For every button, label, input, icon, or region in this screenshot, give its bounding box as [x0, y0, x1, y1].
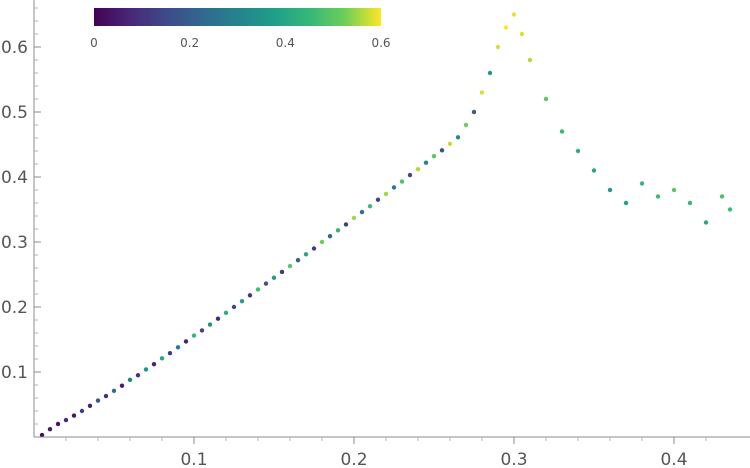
scatter-point	[239, 298, 245, 304]
scatter-point	[327, 233, 333, 239]
colorbar-tick-label: 0.6	[371, 36, 390, 50]
scatter-point	[671, 187, 677, 193]
scatter-point	[503, 25, 509, 30]
y-tick-label: 0.6	[1, 38, 28, 58]
scatter-point	[143, 367, 149, 372]
scatter-point	[87, 403, 93, 408]
x-tick-label: 0.1	[180, 450, 207, 468]
scatter-point	[719, 194, 725, 199]
scatter-point	[71, 413, 77, 418]
y-axis-ticks: 0.1 0.2 0.3 0.4 0.5 0.6	[1, 7, 41, 425]
colorbar-tick-label: 0.2	[180, 36, 199, 50]
scatter-point	[207, 322, 213, 327]
scatter-point	[623, 200, 629, 206]
x-tick-label: 0.3	[500, 450, 527, 468]
scatter-point	[79, 408, 85, 414]
scatter-point	[383, 191, 389, 197]
scatter-point	[407, 172, 413, 178]
scatter-point	[183, 339, 189, 344]
scatter-point	[415, 167, 421, 172]
scatter-point	[151, 362, 157, 367]
scatter-point	[519, 31, 525, 37]
scatter-point	[255, 287, 261, 292]
colorbar-ticks: 0 0.2 0.4 0.6	[90, 36, 390, 50]
scatter-point	[447, 141, 453, 147]
scatter-point	[639, 181, 645, 186]
scatter-point	[63, 417, 69, 423]
scatter-point	[575, 148, 581, 154]
scatter-point	[55, 421, 61, 427]
scatter-point	[591, 168, 597, 173]
scatter-point	[223, 310, 229, 316]
scatter-point	[175, 345, 181, 350]
scatter-point	[167, 350, 173, 356]
scatter-point	[655, 194, 661, 199]
scatter-point	[127, 377, 133, 382]
scatter-point	[367, 204, 373, 209]
scatter-point	[271, 275, 277, 280]
scatter-point	[47, 427, 53, 432]
y-tick-label: 0.5	[1, 103, 28, 123]
scatter-point	[279, 269, 285, 275]
scatter-point	[311, 246, 317, 251]
scatter-point	[199, 328, 205, 333]
scatter-point	[423, 160, 429, 165]
scatter-point	[495, 44, 501, 50]
scatter-point	[607, 187, 613, 193]
scatter-point	[471, 109, 477, 115]
scatter-point	[391, 185, 397, 190]
x-tick-label: 0.4	[660, 450, 687, 468]
scatter-point	[295, 258, 301, 263]
scatter-point	[559, 129, 565, 134]
y-tick-label: 0.3	[1, 233, 28, 253]
scatter-point	[287, 263, 293, 269]
scatter-point	[543, 96, 549, 102]
x-tick-label: 0.2	[340, 450, 367, 468]
scatter-point	[303, 252, 309, 257]
scatter-point	[375, 197, 381, 202]
scatter-point	[527, 57, 533, 63]
scatter-point	[511, 12, 517, 17]
scatter-point	[231, 304, 237, 310]
colorbar: 0 0.2 0.4 0.6	[90, 8, 391, 50]
scatter-point	[431, 154, 437, 159]
scatter-point	[319, 239, 325, 245]
x-axis-ticks: 0.1 0.2 0.3 0.4	[65, 437, 707, 468]
scatter-point	[359, 209, 365, 215]
scatter-points	[39, 12, 733, 438]
colorbar-tick-label: 0	[90, 36, 98, 50]
scatter-point	[727, 207, 733, 212]
y-tick-label: 0.1	[1, 363, 28, 383]
scatter-point	[703, 220, 709, 225]
scatter-point	[343, 222, 349, 227]
scatter-point	[39, 432, 45, 438]
scatter-point	[463, 122, 469, 128]
scatter-point	[215, 316, 221, 321]
y-tick-label: 0.4	[1, 168, 28, 188]
scatter-point	[247, 293, 253, 298]
scatter-point	[487, 70, 493, 76]
scatter-point	[455, 135, 461, 140]
scatter-point	[335, 228, 341, 233]
scatter-point	[191, 333, 197, 338]
colorbar-gradient	[94, 8, 381, 26]
scatter-point	[687, 200, 693, 206]
scatter-point	[111, 388, 117, 394]
scatter-point	[263, 281, 269, 286]
scatter-point	[119, 383, 125, 388]
scatter-point	[95, 398, 101, 403]
scatter-point	[479, 90, 485, 95]
scatter-point	[439, 148, 445, 153]
y-tick-label: 0.2	[1, 298, 28, 318]
scatter-point	[135, 373, 141, 378]
scatter-point	[399, 179, 405, 184]
scatter-point	[103, 393, 109, 399]
colorbar-tick-label: 0.4	[276, 36, 295, 50]
scatter-point	[159, 356, 165, 361]
scatter-point	[351, 215, 357, 221]
